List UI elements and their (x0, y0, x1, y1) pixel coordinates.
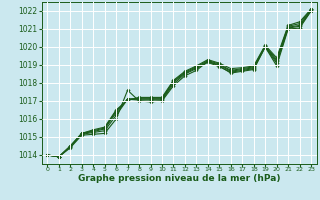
X-axis label: Graphe pression niveau de la mer (hPa): Graphe pression niveau de la mer (hPa) (78, 174, 280, 183)
